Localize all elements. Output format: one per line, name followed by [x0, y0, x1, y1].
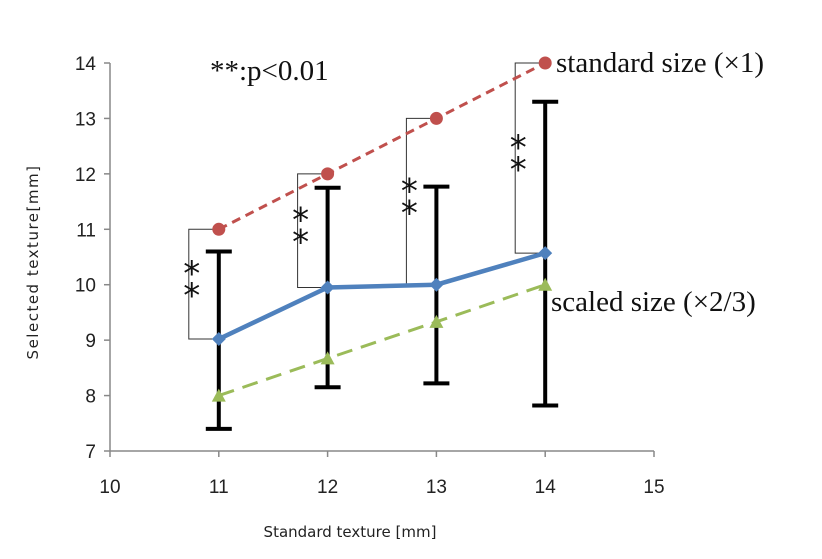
point-selected: [538, 246, 553, 261]
y-tick-label: 13: [75, 109, 96, 130]
point-standard: [212, 222, 226, 236]
point-standard: [321, 167, 335, 181]
y-tick-label: 7: [85, 442, 96, 463]
significance-brackets: [188, 62, 542, 340]
y-tick-label: 11: [76, 220, 96, 241]
point-scaled: [320, 351, 335, 365]
point-scaled: [429, 314, 444, 328]
significance-mark: *: [401, 172, 418, 212]
axis-ticks: 7 8 9 10 11 12 13 14 10 11 12 13 14 15: [75, 54, 665, 498]
y-tick-label: 12: [75, 165, 96, 186]
significance-mark: *: [183, 276, 200, 316]
x-tick-label: 14: [535, 477, 557, 498]
y-tick-label: 10: [75, 276, 96, 297]
significance-bracket: [188, 228, 215, 340]
point-scaled: [211, 388, 226, 402]
standard-size-label: standard size (×1): [556, 47, 764, 79]
significance-mark: *: [401, 194, 418, 234]
significance-mark: *: [183, 254, 200, 294]
point-scaled: [538, 277, 553, 291]
series-line-standard: [218, 61, 546, 231]
x-tick-label: 15: [643, 477, 664, 498]
y-tick-label: 9: [85, 331, 96, 352]
x-tick-label: 10: [99, 477, 120, 498]
significance-mark: *: [510, 150, 527, 190]
point-standard: [538, 56, 552, 70]
point-selected: [320, 280, 335, 295]
y-axis-title: Selected texture[mm]: [24, 165, 42, 360]
y-tick-label: 8: [85, 387, 96, 408]
x-axis-title: Standard texture [mm]: [264, 523, 437, 541]
significance-marks: ********: [183, 128, 526, 316]
series-line-selected: [217, 250, 546, 342]
point-selected: [429, 277, 444, 292]
series-line-scaled: [218, 283, 546, 397]
significance-bracket: [514, 62, 542, 254]
point-selected: [211, 332, 226, 347]
x-tick-label: 11: [209, 477, 229, 498]
y-tick-label: 14: [75, 54, 97, 75]
x-tick-label: 12: [317, 477, 338, 498]
significance-mark: *: [292, 201, 309, 241]
significance-bracket: [297, 173, 324, 288]
x-tick-label: 13: [426, 477, 447, 498]
significance-mark: *: [510, 128, 527, 168]
point-standard: [429, 111, 443, 125]
scaled-size-label: scaled size (×2/3): [551, 286, 756, 318]
significance-mark: *: [292, 223, 309, 263]
series-group: [211, 56, 553, 402]
significance-legend: **:p<0.01: [210, 55, 329, 87]
